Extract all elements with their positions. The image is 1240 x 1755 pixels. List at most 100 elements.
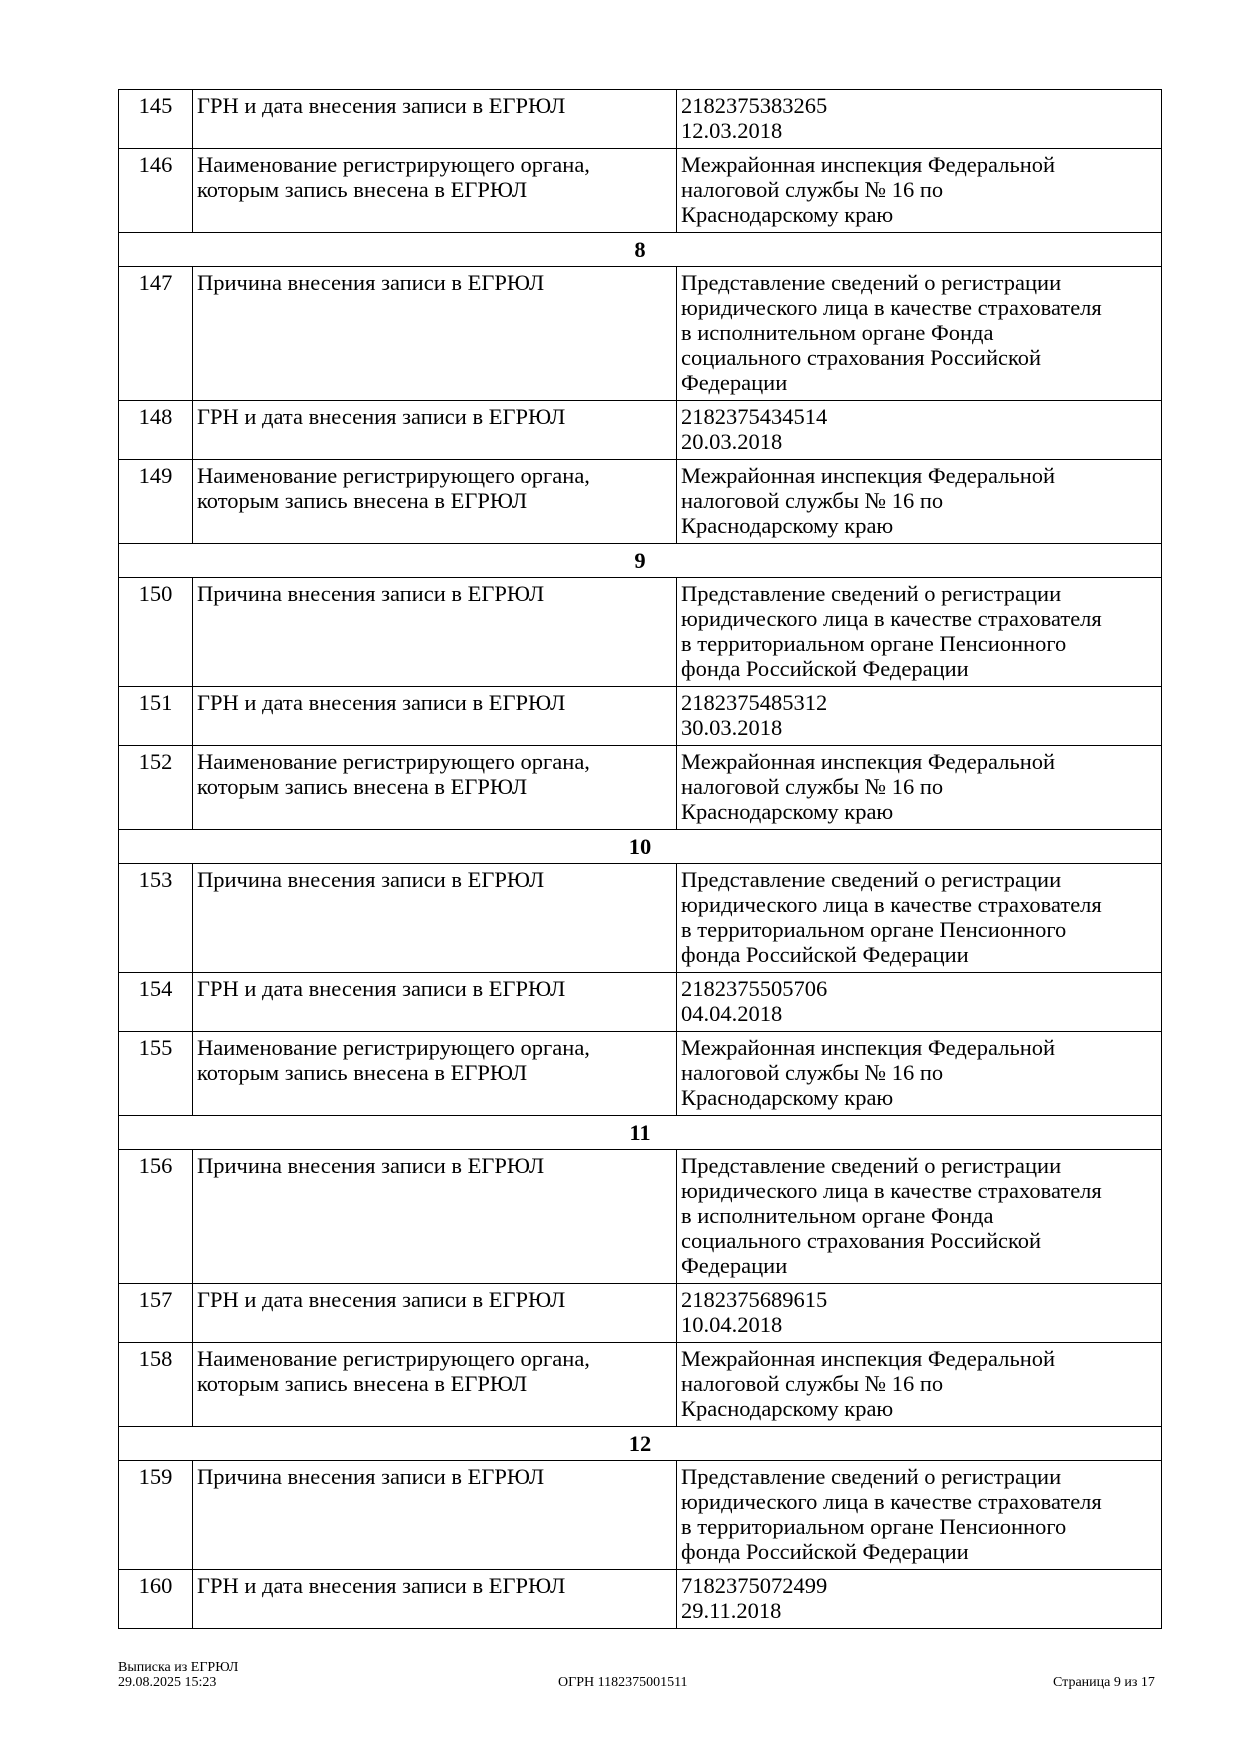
row-value: Межрайонная инспекция Федеральной налогов… (676, 1031, 1162, 1116)
row-value: 2182375689615 10.04.2018 (676, 1283, 1162, 1343)
row-label: Наименование регистрирующего органа, кото… (192, 148, 677, 233)
table-row: 154 ГРН и дата внесения записи в ЕГРЮЛ 218… (118, 972, 1162, 1032)
table-row: 158 Наименование регистрирующего органа, к… (118, 1342, 1162, 1427)
row-value-line: Межрайонная инспекция Федеральной (681, 1035, 1056, 1060)
row-value-line: социального страхования Российской (681, 345, 1042, 370)
row-value-line: налоговой службы № 16 по (681, 774, 944, 799)
row-value-line: фонда Российской Федерации (681, 656, 969, 681)
row-value: Представление сведений о регистрации юрид… (676, 577, 1162, 687)
row-value-line: налоговой службы № 16 по (681, 177, 944, 202)
footer-datetime: 29.08.2025 15:23 (118, 1675, 217, 1690)
row-label: Причина внесения записи в ЕГРЮЛ (192, 1460, 677, 1570)
table-row: 157 ГРН и дата внесения записи в ЕГРЮЛ 218… (118, 1283, 1162, 1343)
row-value-line: фонда Российской Федерации (681, 942, 969, 967)
row-value: Межрайонная инспекция Федеральной налогов… (676, 745, 1162, 830)
table-row: 151 ГРН и дата внесения записи в ЕГРЮЛ 218… (118, 686, 1162, 746)
row-value-line: в исполнительном органе Фонда (681, 1203, 994, 1228)
row-value-line: Краснодарскому краю (681, 1396, 894, 1421)
row-label-line: ГРН и дата внесения записи в ЕГРЮЛ (197, 1287, 566, 1312)
row-value-line: фонда Российской Федерации (681, 1539, 969, 1564)
section-number: 12 (118, 1426, 1162, 1461)
row-label: Причина внесения записи в ЕГРЮЛ (192, 577, 677, 687)
row-label-line: Наименование регистрирующего органа, (197, 749, 590, 774)
row-value: 2182375434514 20.03.2018 (676, 400, 1162, 460)
footer-ogrn: ОГРН 1182375001511 (558, 1675, 688, 1690)
row-label-line: которым запись внесена в ЕГРЮЛ (197, 1371, 528, 1396)
row-label: ГРН и дата внесения записи в ЕГРЮЛ (192, 1569, 677, 1629)
row-value-line: 2182375505706 (681, 976, 828, 1001)
section-number: 11 (118, 1115, 1162, 1150)
row-value-line: 2182375689615 (681, 1287, 828, 1312)
row-label-line: ГРН и дата внесения записи в ЕГРЮЛ (197, 93, 566, 118)
row-label: Наименование регистрирующего органа, кото… (192, 1342, 677, 1427)
row-label-line: Наименование регистрирующего органа, (197, 1035, 590, 1060)
row-number: 149 (118, 459, 193, 544)
row-number: 154 (118, 972, 193, 1032)
row-value-line: юридического лица в качестве страховател… (681, 1489, 1102, 1514)
section-header-row: 11 (118, 1115, 1162, 1150)
row-value: Межрайонная инспекция Федеральной налогов… (676, 459, 1162, 544)
row-value-line: 7182375072499 (681, 1573, 828, 1598)
table-row: 145 ГРН и дата внесения записи в ЕГРЮЛ 218… (118, 89, 1162, 149)
row-value-line: Представление сведений о регистрации (681, 581, 1062, 606)
footer-left: Выписка из ЕГРЮЛ 29.08.2025 15:23 (118, 1660, 238, 1690)
table-row: 148 ГРН и дата внесения записи в ЕГРЮЛ 218… (118, 400, 1162, 460)
row-value-line: 2182375434514 (681, 404, 828, 429)
row-value: 7182375072499 29.11.2018 (676, 1569, 1162, 1629)
row-value: 2182375505706 04.04.2018 (676, 972, 1162, 1032)
row-number: 150 (118, 577, 193, 687)
row-value-line: Федерации (681, 1253, 788, 1278)
section-header-row: 8 (118, 232, 1162, 267)
row-label: Наименование регистрирующего органа, кото… (192, 1031, 677, 1116)
row-label-line: ГРН и дата внесения записи в ЕГРЮЛ (197, 690, 566, 715)
row-number: 148 (118, 400, 193, 460)
section-header-row: 10 (118, 829, 1162, 864)
row-value-line: 20.03.2018 (681, 429, 783, 454)
row-value-line: Межрайонная инспекция Федеральной (681, 152, 1056, 177)
footer-document-title: Выписка из ЕГРЮЛ (118, 1660, 239, 1675)
row-label-line: Наименование регистрирующего органа, (197, 463, 590, 488)
egrul-records-table: 145 ГРН и дата внесения записи в ЕГРЮЛ 218… (118, 89, 1162, 1629)
row-value-line: юридического лица в качестве страховател… (681, 892, 1102, 917)
row-label: ГРН и дата внесения записи в ЕГРЮЛ (192, 1283, 677, 1343)
row-label: Причина внесения записи в ЕГРЮЛ (192, 266, 677, 401)
row-value-line: Краснодарскому краю (681, 799, 894, 824)
row-value-line: в территориальном органе Пенсионного (681, 917, 1067, 942)
row-number: 152 (118, 745, 193, 830)
row-label-line: ГРН и дата внесения записи в ЕГРЮЛ (197, 404, 566, 429)
table-row: 156 Причина внесения записи в ЕГРЮЛ Предст… (118, 1149, 1162, 1284)
row-value-line: Межрайонная инспекция Федеральной (681, 463, 1056, 488)
row-value: Межрайонная инспекция Федеральной налогов… (676, 148, 1162, 233)
section-number: 9 (118, 543, 1162, 578)
row-value: Представление сведений о регистрации юрид… (676, 1149, 1162, 1284)
row-label-line: Причина внесения записи в ЕГРЮЛ (197, 270, 545, 295)
row-value-line: Представление сведений о регистрации (681, 1464, 1062, 1489)
row-value-line: социального страхования Российской (681, 1228, 1042, 1253)
table-row: 147 Причина внесения записи в ЕГРЮЛ Предст… (118, 266, 1162, 401)
table-row: 159 Причина внесения записи в ЕГРЮЛ Предст… (118, 1460, 1162, 1570)
row-label-line: которым запись внесена в ЕГРЮЛ (197, 774, 528, 799)
row-label-line: Причина внесения записи в ЕГРЮЛ (197, 1153, 545, 1178)
row-value-line: юридического лица в качестве страховател… (681, 606, 1102, 631)
row-value-line: 2182375383265 (681, 93, 828, 118)
row-label: Наименование регистрирующего органа, кото… (192, 459, 677, 544)
row-label-line: которым запись внесена в ЕГРЮЛ (197, 177, 528, 202)
row-number: 155 (118, 1031, 193, 1116)
row-label-line: Причина внесения записи в ЕГРЮЛ (197, 867, 545, 892)
row-number: 158 (118, 1342, 193, 1427)
row-label-line: которым запись внесена в ЕГРЮЛ (197, 1060, 528, 1085)
row-label: ГРН и дата внесения записи в ЕГРЮЛ (192, 89, 677, 149)
row-value-line: Представление сведений о регистрации (681, 270, 1062, 295)
row-value-line: 12.03.2018 (681, 118, 783, 143)
row-value: 2182375383265 12.03.2018 (676, 89, 1162, 149)
row-number: 147 (118, 266, 193, 401)
row-number: 159 (118, 1460, 193, 1570)
row-number: 160 (118, 1569, 193, 1629)
row-value-line: Краснодарскому краю (681, 202, 894, 227)
table-row: 160 ГРН и дата внесения записи в ЕГРЮЛ 718… (118, 1569, 1162, 1629)
row-value-line: налоговой службы № 16 по (681, 1060, 944, 1085)
row-label: ГРН и дата внесения записи в ЕГРЮЛ (192, 686, 677, 746)
section-number: 10 (118, 829, 1162, 864)
row-value: Представление сведений о регистрации юрид… (676, 266, 1162, 401)
row-value-line: Межрайонная инспекция Федеральной (681, 749, 1056, 774)
